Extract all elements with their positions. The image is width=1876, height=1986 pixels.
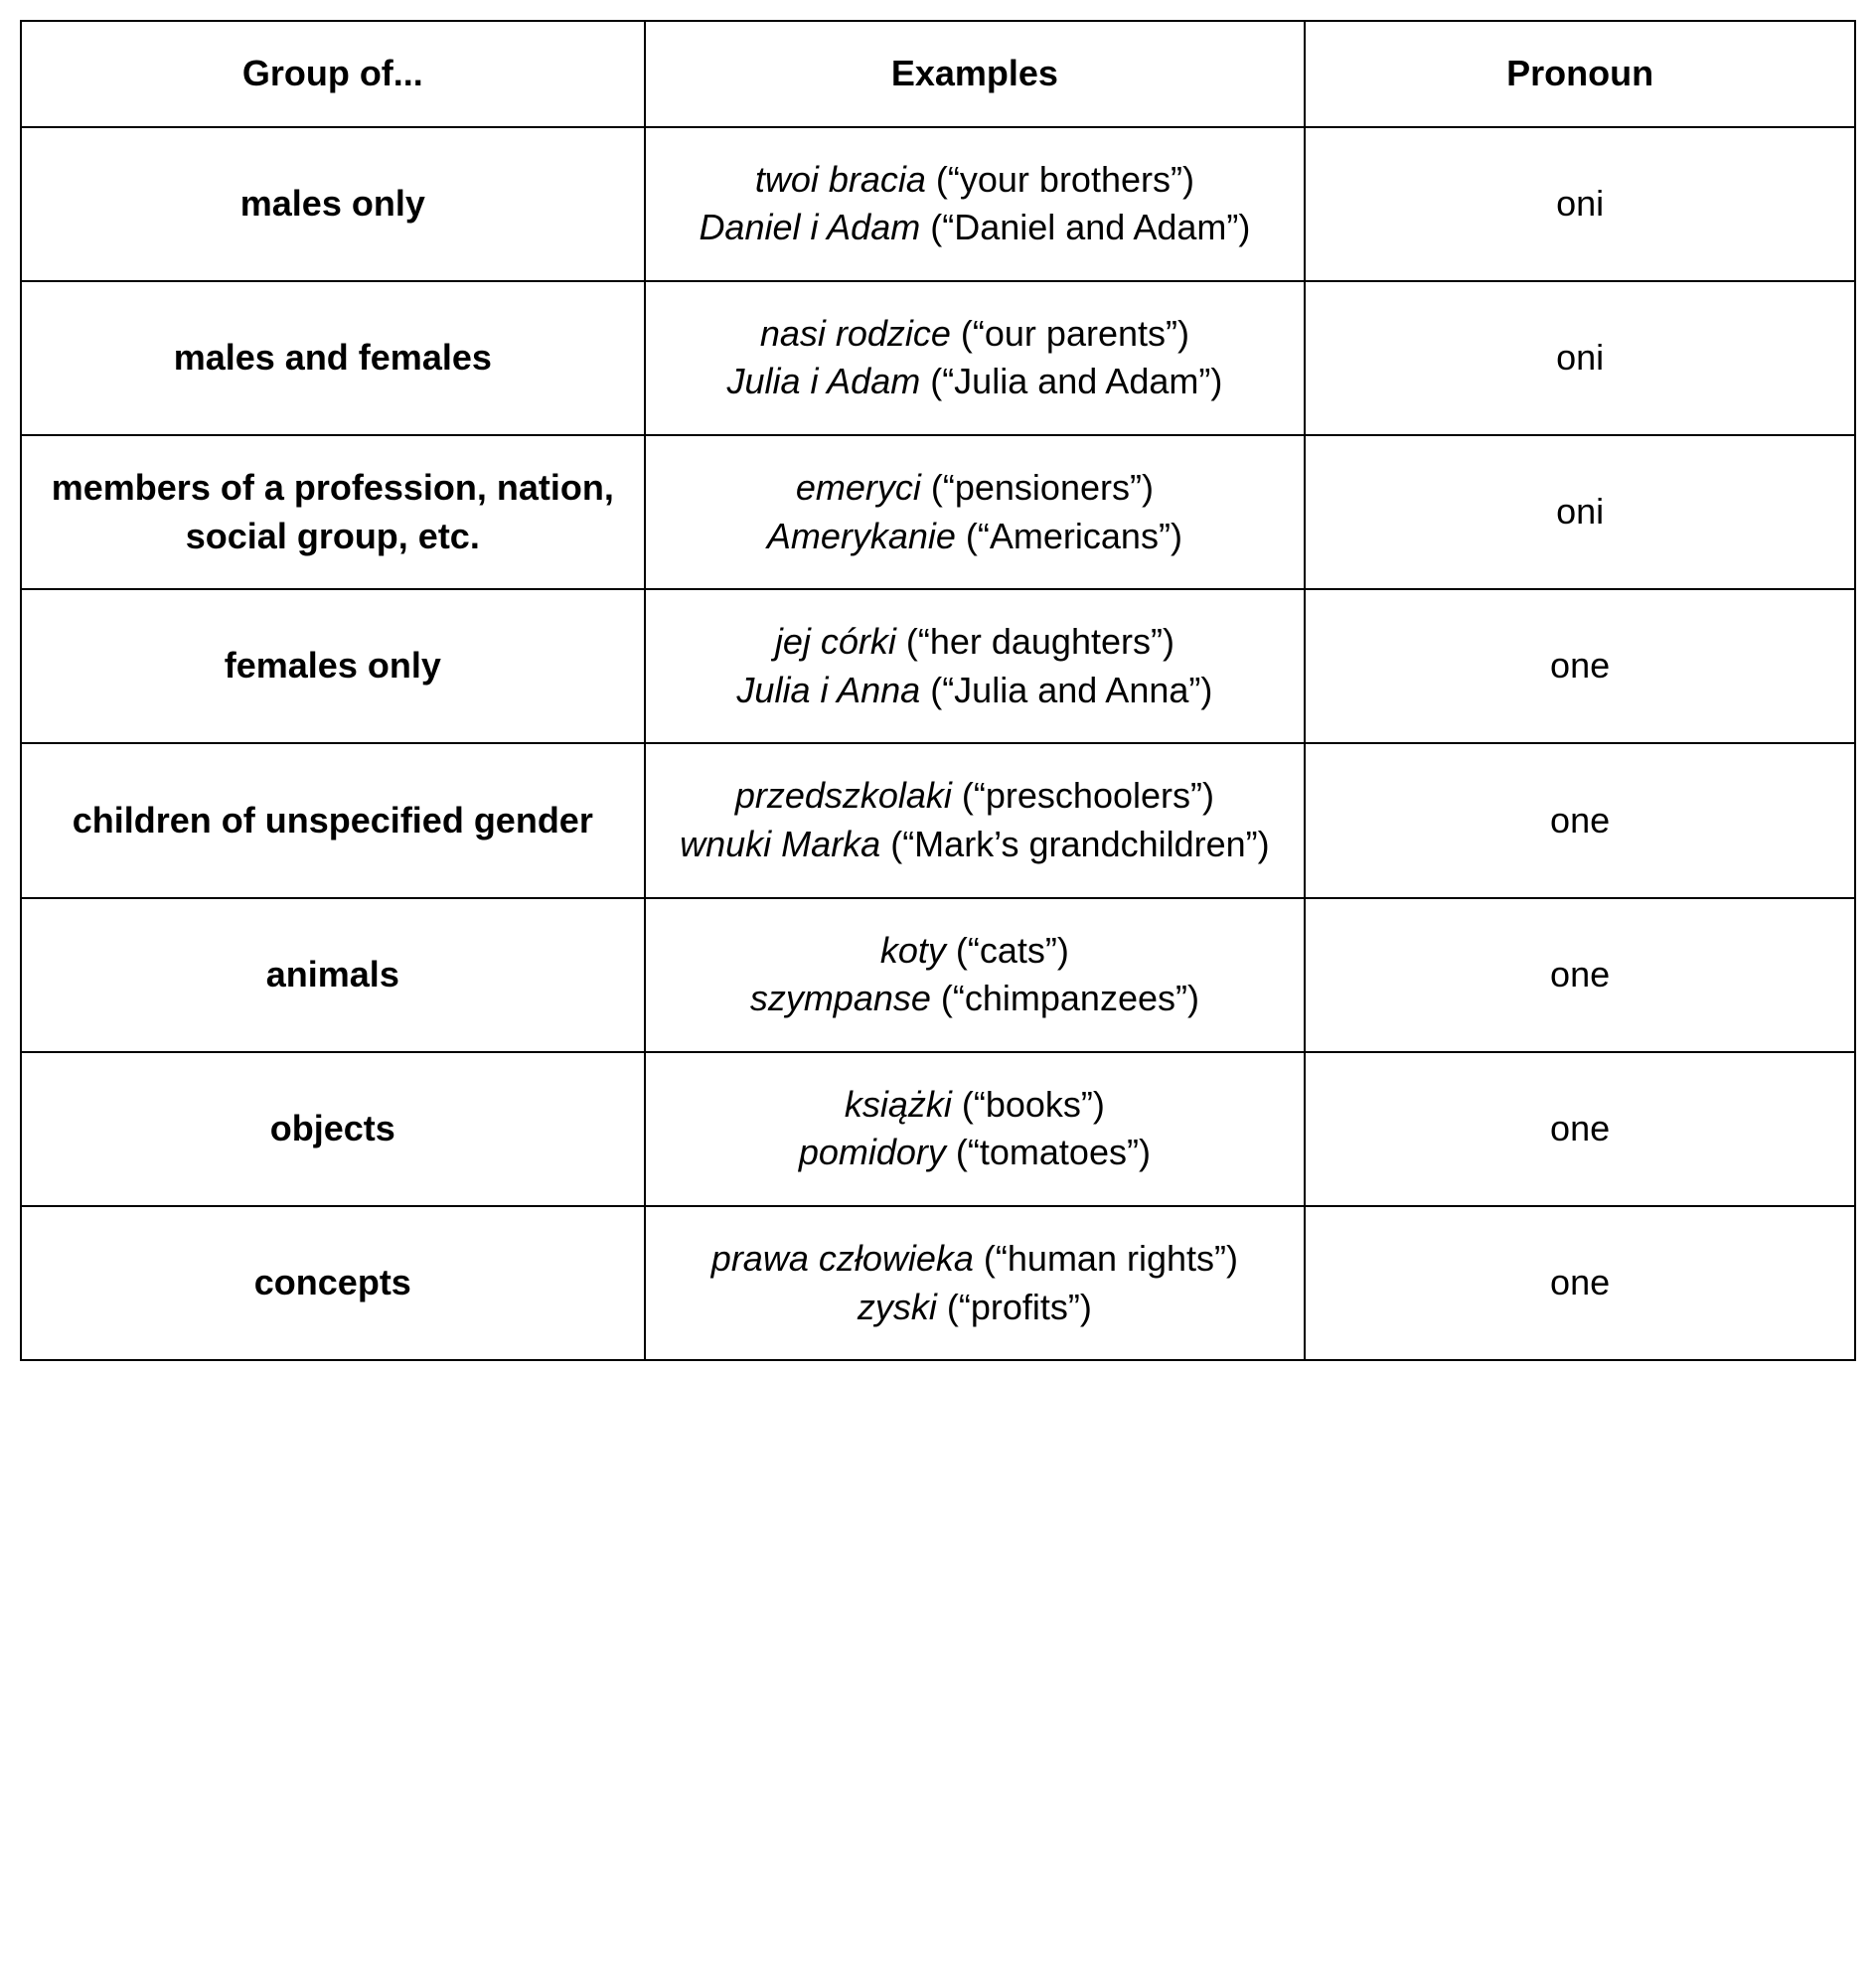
- example-english: (“her daughters”): [896, 621, 1174, 662]
- group-cell: members of a profession, nation, social …: [21, 435, 645, 589]
- example-polish: Julia i Anna: [736, 670, 920, 710]
- example-line: nasi rodzice (“our parents”): [666, 310, 1285, 359]
- examples-cell: emeryci (“pensioners”)Amerykanie (“Ameri…: [645, 435, 1306, 589]
- example-english: (“Americans”): [956, 516, 1182, 556]
- example-english: (“Mark’s grandchildren”): [880, 824, 1269, 864]
- group-cell: males and females: [21, 281, 645, 435]
- example-polish: koty: [880, 930, 946, 971]
- example-line: twoi bracia (“your brothers”): [666, 156, 1285, 205]
- example-english: (“Daniel and Adam”): [920, 207, 1250, 247]
- example-english: (“pensioners”): [921, 467, 1154, 508]
- example-polish: twoi bracia: [755, 159, 926, 200]
- example-polish: nasi rodzice: [760, 313, 951, 354]
- header-group: Group of...: [21, 21, 645, 127]
- table-row: males onlytwoi bracia (“your brothers”)D…: [21, 127, 1855, 281]
- example-line: Julia i Adam (“Julia and Adam”): [666, 358, 1285, 406]
- example-line: Amerykanie (“Americans”): [666, 513, 1285, 561]
- example-line: Julia i Anna (“Julia and Anna”): [666, 667, 1285, 715]
- example-english: (“our parents”): [951, 313, 1189, 354]
- table-row: concepts prawa człowieka (“human rights”)…: [21, 1206, 1855, 1360]
- examples-cell: książki (“books”)pomidory (“tomatoes”): [645, 1052, 1306, 1206]
- group-cell: children of unspecified gender: [21, 743, 645, 897]
- example-polish: przedszkolaki: [735, 775, 952, 816]
- example-polish: pomidory: [799, 1132, 946, 1172]
- example-english: (“human rights”): [974, 1238, 1238, 1279]
- group-cell: animals: [21, 898, 645, 1052]
- example-english: (“Julia and Anna”): [920, 670, 1212, 710]
- example-line: pomidory (“tomatoes”): [666, 1129, 1285, 1177]
- examples-cell: koty (“cats”)szympanse (“chimpanzees”): [645, 898, 1306, 1052]
- header-pronoun: Pronoun: [1305, 21, 1855, 127]
- example-polish: wnuki Marka: [680, 824, 880, 864]
- group-cell: objects: [21, 1052, 645, 1206]
- example-english: (“cats”): [946, 930, 1069, 971]
- table-row: objectsksiążki (“books”)pomidory (“tomat…: [21, 1052, 1855, 1206]
- header-examples: Examples: [645, 21, 1306, 127]
- example-polish: prawa człowieka: [711, 1238, 974, 1279]
- example-polish: książki: [845, 1084, 952, 1125]
- group-cell: concepts: [21, 1206, 645, 1360]
- example-english: (“books”): [952, 1084, 1105, 1125]
- group-cell: males only: [21, 127, 645, 281]
- table-body: males onlytwoi bracia (“your brothers”)D…: [21, 127, 1855, 1361]
- example-polish: Daniel i Adam: [699, 207, 920, 247]
- example-line: szympanse (“chimpanzees”): [666, 975, 1285, 1023]
- example-polish: szympanse: [750, 978, 931, 1018]
- example-line: wnuki Marka (“Mark’s grandchildren”): [666, 821, 1285, 869]
- group-cell: females only: [21, 589, 645, 743]
- example-line: zyski (“profits”): [666, 1284, 1285, 1332]
- example-english: (“chimpanzees”): [931, 978, 1199, 1018]
- pronoun-cell: one: [1305, 743, 1855, 897]
- example-polish: emeryci: [796, 467, 921, 508]
- example-polish: jej córki: [775, 621, 896, 662]
- example-polish: zyski: [858, 1287, 937, 1327]
- table-row: members of a profession, nation, social …: [21, 435, 1855, 589]
- pronoun-cell: one: [1305, 1206, 1855, 1360]
- examples-cell: nasi rodzice (“our parents”)Julia i Adam…: [645, 281, 1306, 435]
- example-english: (“tomatoes”): [946, 1132, 1151, 1172]
- example-line: prawa człowieka (“human rights”): [666, 1235, 1285, 1284]
- table-head: Group of... Examples Pronoun: [21, 21, 1855, 127]
- example-line: koty (“cats”): [666, 927, 1285, 976]
- examples-cell: jej córki (“her daughters”)Julia i Anna …: [645, 589, 1306, 743]
- pronoun-cell: one: [1305, 1052, 1855, 1206]
- table-row: females onlyjej córki (“her daughters”)J…: [21, 589, 1855, 743]
- example-english: (“your brothers”): [926, 159, 1194, 200]
- examples-cell: prawa człowieka (“human rights”)zyski (“…: [645, 1206, 1306, 1360]
- table-row: animalskoty (“cats”)szympanse (“chimpanz…: [21, 898, 1855, 1052]
- examples-cell: twoi bracia (“your brothers”)Daniel i Ad…: [645, 127, 1306, 281]
- example-english: (“profits”): [937, 1287, 1092, 1327]
- table-header-row: Group of... Examples Pronoun: [21, 21, 1855, 127]
- pronoun-cell: one: [1305, 898, 1855, 1052]
- pronoun-cell: one: [1305, 589, 1855, 743]
- example-polish: Amerykanie: [767, 516, 956, 556]
- pronoun-cell: oni: [1305, 281, 1855, 435]
- example-line: emeryci (“pensioners”): [666, 464, 1285, 513]
- example-polish: Julia i Adam: [726, 361, 920, 401]
- pronoun-table: Group of... Examples Pronoun males onlyt…: [20, 20, 1856, 1361]
- example-line: Daniel i Adam (“Daniel and Adam”): [666, 204, 1285, 252]
- example-line: przedszkolaki (“preschoolers”): [666, 772, 1285, 821]
- example-english: (“preschoolers”): [952, 775, 1214, 816]
- pronoun-cell: oni: [1305, 435, 1855, 589]
- example-line: książki (“books”): [666, 1081, 1285, 1130]
- example-english: (“Julia and Adam”): [920, 361, 1222, 401]
- example-line: jej córki (“her daughters”): [666, 618, 1285, 667]
- pronoun-cell: oni: [1305, 127, 1855, 281]
- table-row: children of unspecified genderprzedszkol…: [21, 743, 1855, 897]
- examples-cell: przedszkolaki (“preschoolers”)wnuki Mark…: [645, 743, 1306, 897]
- table-row: males and females nasi rodzice (“our pare…: [21, 281, 1855, 435]
